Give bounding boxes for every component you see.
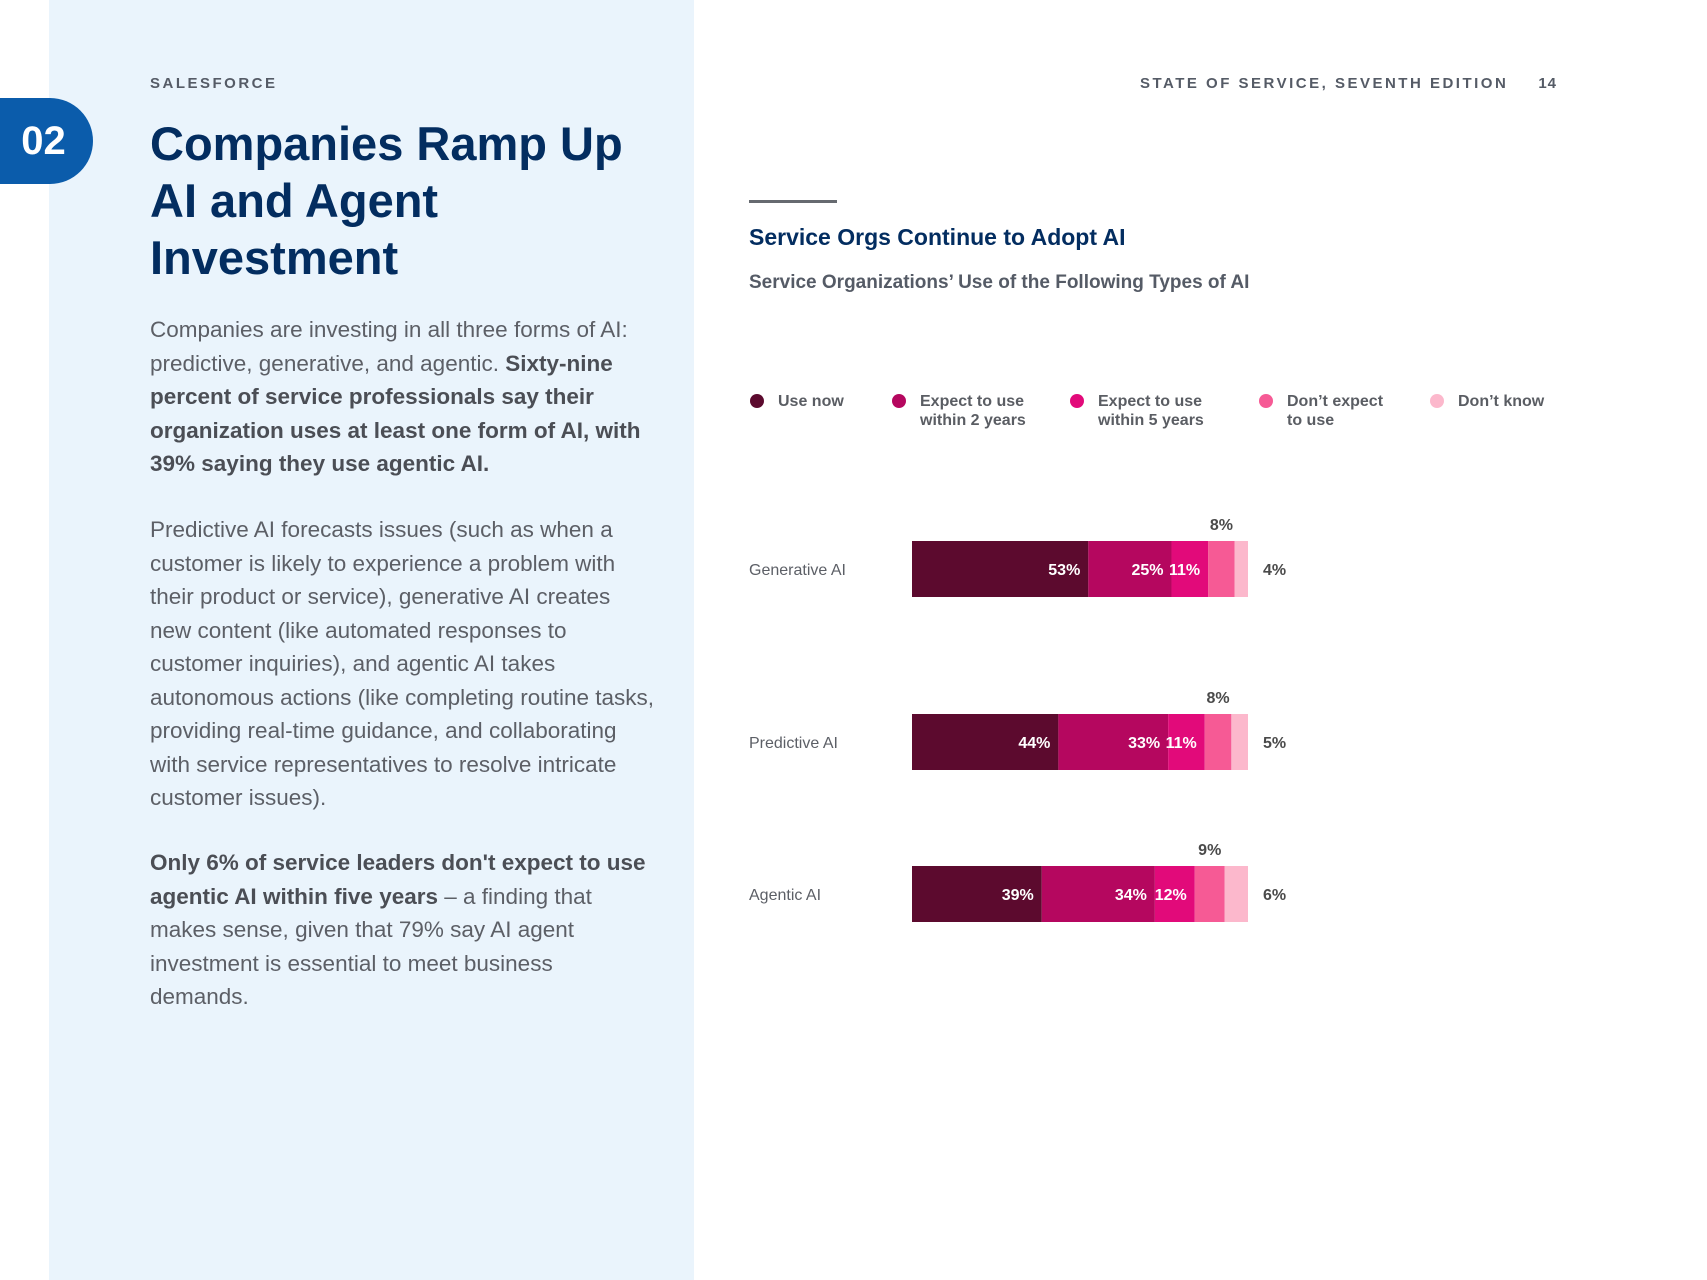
category-label-generative-ai: Generative AI — [749, 562, 846, 579]
legend-item-use-now: Use now — [750, 392, 844, 411]
intro-paragraph-2: Predictive AI forecasts issues (such as … — [150, 517, 655, 810]
data-label-predictive-ai-s3: 8% — [1206, 690, 1229, 707]
intro-paragraph-1-highlight: Sixty-nine percent of service profession… — [150, 350, 641, 477]
legend-label-use-now: Use now — [778, 393, 844, 410]
page-number: 14 — [1538, 75, 1557, 92]
data-label-generative-ai-s3: 8% — [1210, 517, 1233, 534]
bar-segment-generative-ai-s0 — [912, 541, 1089, 597]
data-label-agentic-ai-s2: 12% — [1155, 887, 1187, 904]
bar-segment-predictive-ai-s0 — [912, 714, 1059, 770]
data-label-generative-ai-s0: 53% — [1048, 562, 1080, 579]
data-label-predictive-ai-s0: 44% — [1018, 735, 1050, 752]
data-label-predictive-ai-s4: 5% — [1263, 735, 1286, 752]
bar-segment-agentic-ai-s0 — [912, 866, 1042, 922]
data-label-predictive-ai-s1: 33% — [1128, 735, 1160, 752]
legend-swatch-use-now — [750, 394, 764, 408]
category-label-predictive-ai: Predictive AI — [749, 735, 838, 752]
chart-title: Service Orgs Continue to Adopt AI — [749, 224, 1126, 250]
data-label-agentic-ai-s0: 39% — [1002, 887, 1034, 904]
left-panel — [49, 0, 694, 1280]
category-label-agentic-ai: Agentic AI — [749, 887, 821, 904]
bar-segment-predictive-ai-s4 — [1231, 714, 1248, 770]
bar-segment-generative-ai-s2 — [1171, 541, 1209, 597]
intro-paragraph-1-text: Companies are investing in all three for… — [150, 317, 628, 376]
bar-segment-generative-ai-s1 — [1088, 541, 1172, 597]
legend-swatch-dont-expect — [1259, 394, 1273, 408]
legend-swatch-expect-5-years — [1070, 394, 1084, 408]
bar-segment-predictive-ai-s2 — [1168, 714, 1205, 770]
data-label-agentic-ai-s4: 6% — [1263, 887, 1286, 904]
bar-segment-generative-ai-s4 — [1234, 541, 1248, 597]
legend-label-expect-2-years: Expect to use within 2 years — [920, 393, 1026, 429]
bar-segment-predictive-ai-s3 — [1204, 714, 1232, 770]
legend-item-dont-expect: Don’t expect to use — [1259, 392, 1383, 430]
chart-title-rule — [749, 200, 837, 203]
running-header: STATE OF SERVICE, SEVENTH EDITION 14 — [1140, 75, 1557, 92]
report-title: STATE OF SERVICE, SEVENTH EDITION — [1139, 75, 1509, 92]
legend-label-dont-know: Don’t know — [1458, 393, 1545, 410]
page-title: Companies Ramp Up AI and Agent Investmen… — [150, 117, 623, 284]
legend-swatch-dont-know — [1430, 394, 1444, 408]
data-label-predictive-ai-s2: 11% — [1166, 735, 1197, 752]
legend-item-expect-2-years: Expect to use within 2 years — [892, 392, 1026, 430]
intro-paragraph-3-text: – a finding that makes sense, given that… — [150, 883, 592, 1010]
bar-segment-predictive-ai-s1 — [1058, 714, 1169, 770]
legend-item-expect-5-years: Expect to use within 5 years — [1070, 392, 1204, 430]
bar-segment-agentic-ai-s4 — [1224, 866, 1248, 922]
legend-swatch-expect-2-years — [892, 394, 906, 408]
bar-segment-generative-ai-s3 — [1208, 541, 1235, 597]
bar-segment-agentic-ai-s3 — [1194, 866, 1225, 922]
data-label-generative-ai-s2: 11% — [1169, 562, 1200, 579]
legend-item-dont-know: Don’t know — [1430, 392, 1544, 411]
legend-label-expect-5-years: Expect to use within 5 years — [1098, 393, 1204, 429]
section-number-tab: 02 — [0, 98, 93, 184]
intro-paragraph-3-highlight: Only 6% of service leaders don't expect … — [150, 850, 646, 909]
data-label-agentic-ai-s1: 34% — [1115, 887, 1147, 904]
chart-subtitle: Service Organizations’ Use of the Follow… — [749, 272, 1250, 293]
intro-paragraph-1: Companies are investing in all three for… — [150, 313, 655, 481]
data-label-agentic-ai-s3: 9% — [1198, 842, 1221, 859]
brand-label: SALESFORCE — [150, 75, 278, 92]
legend-label-dont-expect: Don’t expect to use — [1287, 393, 1384, 429]
data-label-generative-ai-s1: 25% — [1131, 562, 1163, 579]
data-label-generative-ai-s4: 4% — [1263, 562, 1286, 579]
intro-paragraph-3: Only 6% of service leaders don't expect … — [150, 846, 655, 1014]
bar-segment-agentic-ai-s1 — [1041, 866, 1155, 922]
bar-segment-agentic-ai-s2 — [1154, 866, 1195, 922]
